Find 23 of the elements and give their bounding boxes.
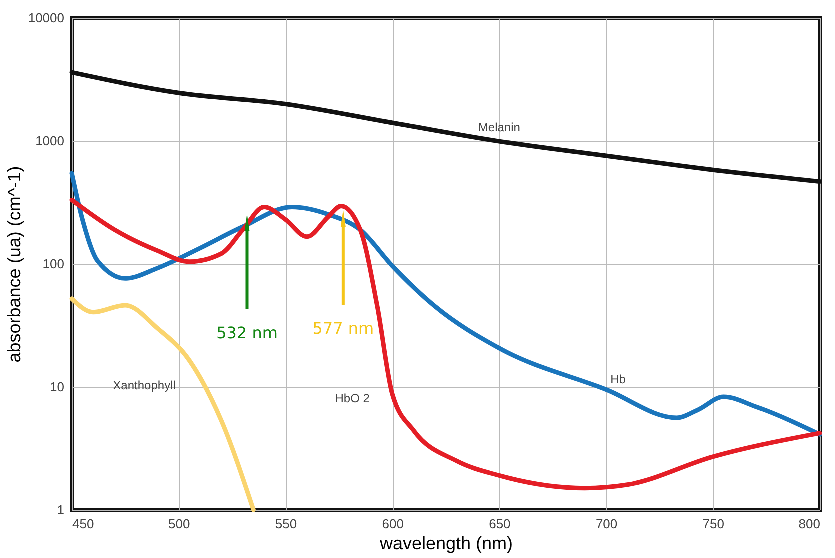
x-tick-label: 700 <box>596 516 618 532</box>
series-label: Melanin <box>478 120 520 135</box>
line-series <box>70 198 822 491</box>
annotation: 577 nm <box>312 319 374 338</box>
x-tick-label: 450 <box>72 516 94 532</box>
series-label: Xanthophyll <box>113 378 176 393</box>
x-tick-label: 800 <box>798 516 820 532</box>
x-axis-title: wavelength (nm) <box>378 534 514 554</box>
y-tick-label: 10 <box>50 380 64 394</box>
series-label: HbO 2 <box>335 391 370 406</box>
annotation: 532 nm <box>216 323 278 342</box>
y-tick-label: 10000 <box>28 10 64 26</box>
y-axis-title: absorbance (ua) (cm^-1) <box>4 166 24 363</box>
y-tick-label: 1 <box>57 502 64 518</box>
x-tick-label: 650 <box>489 516 511 532</box>
series-label: Hb <box>610 372 626 387</box>
x-tick-label: 500 <box>168 516 190 532</box>
line-series <box>70 171 822 437</box>
x-tick-label: 600 <box>382 516 404 532</box>
x-tick-label: 550 <box>275 516 298 532</box>
x-tick-label: 750 <box>702 516 724 532</box>
y-tick-label: 1000 <box>36 134 64 148</box>
y-tick-label: 100 <box>42 256 64 272</box>
